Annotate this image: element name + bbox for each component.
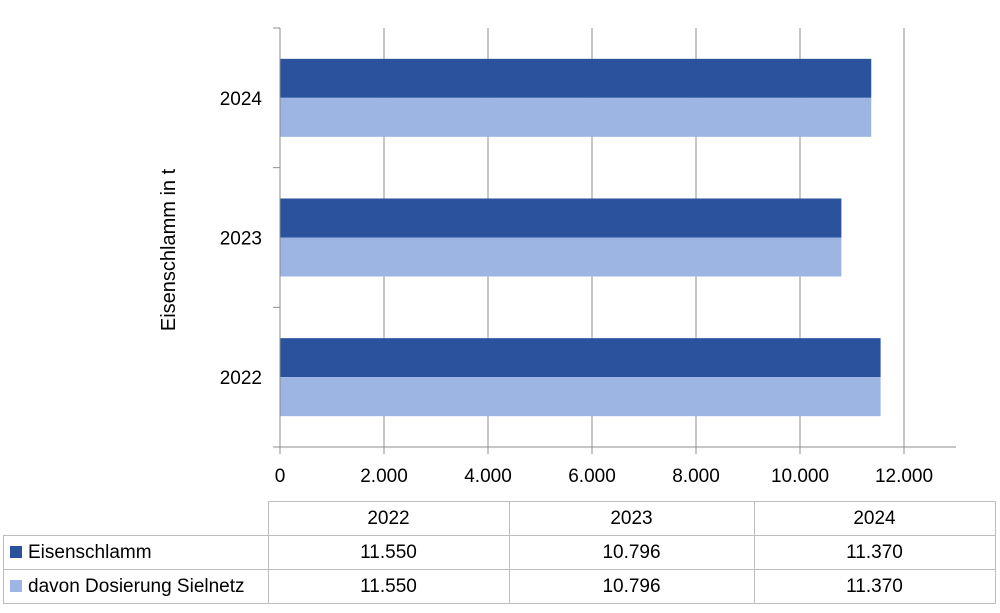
y-axis-title: Eisenschlamm in t [158, 168, 180, 331]
table-cell: 11.550 [267, 535, 510, 570]
x-tick-label: 6.000 [568, 466, 616, 487]
y-tick-label: 2024 [220, 89, 263, 110]
x-tick-label: 12.000 [875, 466, 933, 487]
table-cell: 11.550 [267, 569, 510, 604]
y-tick-label: 2023 [220, 229, 262, 250]
bar-chart: 0 2.000 4.000 6.000 8.000 10.000 12.000 2022 202… [158, 27, 956, 487]
x-tick-label: 10.000 [771, 466, 829, 487]
table-header-cell: 2023 [508, 501, 755, 536]
bar [280, 237, 842, 277]
bar [280, 377, 881, 417]
x-tick-label: 0 [275, 466, 286, 487]
table-header-cell: 2024 [753, 501, 996, 536]
legend-swatch [10, 580, 22, 593]
table-corner [3, 501, 269, 536]
legend-swatch [10, 546, 22, 559]
data-table: 2022 2023 2024 Eisenschlamm 11.550 10.79… [3, 501, 996, 604]
table-header-row: 2022 2023 2024 [3, 501, 996, 536]
x-tick-label: 8.000 [672, 466, 720, 487]
series-label: davon Dosierung Sielnetz [28, 575, 245, 597]
y-tick-label: 2022 [220, 368, 262, 389]
table-row: davon Dosierung Sielnetz 11.550 10.796 1… [3, 569, 996, 604]
bar [280, 338, 881, 378]
bar [280, 58, 872, 98]
table-cell: 11.370 [753, 535, 996, 570]
series-label-cell: davon Dosierung Sielnetz [3, 569, 269, 604]
series-label: Eisenschlamm [28, 541, 152, 563]
table-cell: 10.796 [508, 535, 755, 570]
table-cell: 11.370 [753, 569, 996, 604]
table-row: Eisenschlamm 11.550 10.796 11.370 [3, 535, 996, 570]
bar [280, 97, 872, 137]
table-cell: 10.796 [508, 569, 755, 604]
x-tick-label: 4.000 [464, 466, 512, 487]
table-header-cell: 2022 [267, 501, 510, 536]
bar [280, 198, 842, 238]
bars [280, 58, 881, 417]
x-tick-label: 2.000 [360, 466, 408, 487]
axes: 0 2.000 4.000 6.000 8.000 10.000 12.000 2022 202… [220, 27, 956, 487]
series-label-cell: Eisenschlamm [3, 535, 269, 570]
